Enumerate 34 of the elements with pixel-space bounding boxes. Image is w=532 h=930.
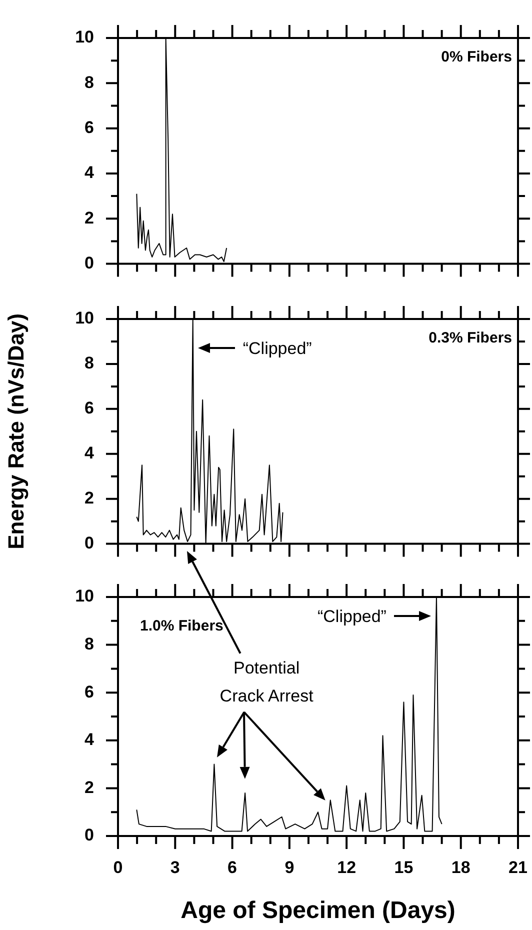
y-tick-label: 4 — [84, 163, 95, 182]
x-tick-label: 18 — [451, 858, 470, 877]
x-tick-label: 9 — [284, 858, 294, 877]
x-tick-label: 6 — [228, 858, 238, 877]
text: 0% Fibers — [441, 48, 512, 66]
x-tick-label: 3 — [170, 858, 180, 877]
y-tick-label: 0 — [84, 253, 94, 272]
y-tick-label: 0 — [84, 533, 94, 552]
x-axis-title: Age of Specimen (Days) — [180, 897, 456, 924]
y-tick-label: 4 — [84, 444, 95, 463]
y-tick-label: 4 — [84, 730, 95, 750]
y-tick-label: 0 — [84, 826, 94, 845]
y-tick-label: 6 — [84, 398, 94, 418]
y-tick-label: 6 — [84, 118, 94, 138]
y-tick-label: 10 — [75, 308, 94, 328]
text: 0.3% Fibers — [428, 330, 512, 347]
x-tick-label: 12 — [337, 858, 356, 877]
annotation: “Clipped” — [242, 338, 312, 358]
x-tick-label: 21 — [508, 858, 528, 877]
x-tick-label: 15 — [394, 858, 414, 877]
y-tick-label: 8 — [84, 72, 94, 92]
y-axis-title: Energy Rate (nVs/Day) — [3, 313, 28, 550]
x-tick-label: 0 — [113, 858, 123, 877]
y-tick-label: 8 — [84, 354, 94, 373]
y-tick-label: 6 — [84, 682, 94, 702]
annotation: “Clipped” — [317, 606, 387, 626]
annotation: Potential Crack Arrest — [220, 658, 314, 706]
y-tick-label: 8 — [84, 634, 94, 654]
y-tick-label: 2 — [84, 778, 94, 797]
y-tick-label: 2 — [84, 488, 94, 508]
y-tick-label: 10 — [75, 586, 94, 606]
y-tick-label: 10 — [75, 28, 94, 47]
y-tick-label: 2 — [84, 208, 94, 228]
text: 1.0% Fibers — [140, 618, 224, 635]
